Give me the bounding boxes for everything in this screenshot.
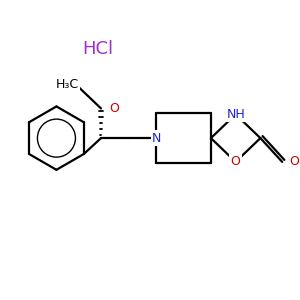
Text: O: O [231,155,241,168]
Text: H₃C: H₃C [56,78,79,91]
Text: H: H [70,78,79,91]
Text: NH: NH [226,108,245,121]
Text: N: N [152,132,161,145]
Text: O: O [109,102,119,115]
Text: HCl: HCl [82,40,114,58]
Text: O: O [289,155,299,168]
